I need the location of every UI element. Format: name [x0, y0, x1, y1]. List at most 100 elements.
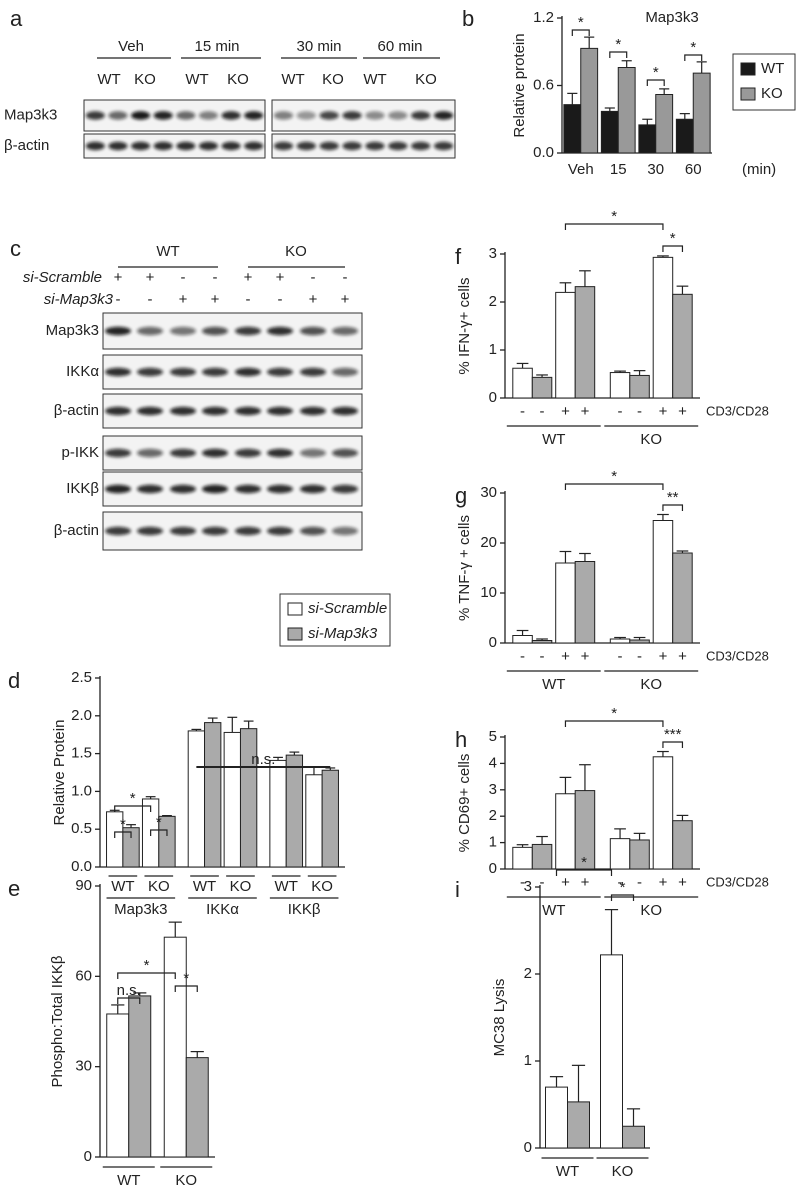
blot-band	[198, 141, 218, 151]
treatment-label: si-Scramble	[23, 269, 102, 286]
blot-band	[202, 448, 228, 458]
panel-label: c	[10, 236, 21, 261]
blot-band	[411, 111, 431, 120]
y-tick-label: 0	[84, 1148, 92, 1165]
treatment-sign: +	[561, 648, 570, 665]
blot-band	[235, 526, 261, 536]
y-tick-label: 1	[489, 341, 497, 358]
blot-band	[105, 406, 131, 416]
blot-band	[221, 111, 241, 120]
blot-band	[153, 111, 173, 120]
group-label: WT	[542, 431, 565, 448]
significance-bracket	[555, 869, 613, 876]
blot-band	[202, 367, 228, 377]
treatment-sign: +	[341, 291, 350, 308]
bar	[629, 639, 650, 644]
bar	[545, 1086, 568, 1149]
bar	[512, 635, 533, 644]
bar	[629, 839, 650, 870]
significance-bracket	[114, 805, 152, 812]
blot-band	[433, 141, 454, 151]
treatment-sign: -	[148, 291, 153, 308]
blot-band	[131, 141, 151, 151]
y-axis-label: % CD69+ cells	[456, 754, 473, 853]
bar	[600, 954, 623, 1149]
legend-swatch	[740, 62, 756, 76]
blot-band	[235, 406, 261, 416]
group-label: 30 min	[296, 38, 341, 55]
significance-bracket	[662, 245, 684, 252]
treatment-label: CD3/CD28	[706, 648, 769, 663]
genotype-label: KO	[322, 71, 344, 88]
genotype-label: WT	[97, 71, 120, 88]
bar	[672, 552, 693, 644]
y-tick-label: 2.0	[71, 707, 92, 724]
bar	[163, 936, 187, 1158]
bar	[269, 759, 287, 868]
significance-label: *	[581, 854, 587, 871]
treatment-sign: -	[116, 291, 121, 308]
blot-band	[105, 326, 131, 336]
bar	[672, 820, 693, 870]
panel-label: f	[455, 244, 462, 269]
x-tick-label: Veh	[568, 161, 594, 178]
treatment-sign: +	[114, 269, 123, 286]
x-tick-label: KO	[311, 878, 333, 895]
blot-band	[170, 526, 196, 536]
bar	[652, 256, 674, 399]
treatment-sign: -	[213, 269, 218, 286]
significance-bracket	[609, 51, 628, 58]
blot-band	[365, 141, 385, 151]
blot-band	[296, 141, 316, 151]
blot-band	[319, 111, 339, 120]
bar	[574, 790, 596, 870]
x-tick-label: 30	[647, 161, 664, 178]
significance-label: *	[653, 64, 659, 81]
row-label: Map3k3	[46, 322, 99, 339]
legend-label: si-Map3k3	[308, 625, 378, 642]
treatment-sign: +	[678, 648, 687, 665]
significance-label: *	[578, 14, 584, 31]
panel-label: g	[455, 483, 467, 508]
y-tick-label: 1	[524, 1052, 532, 1069]
legend-swatch	[287, 627, 303, 641]
genotype-label: WT	[363, 71, 386, 88]
significance-bracket	[117, 972, 176, 979]
significance-label: *	[144, 957, 150, 974]
blot-band	[332, 326, 358, 336]
group-label: WT	[542, 902, 565, 919]
blot-band	[105, 484, 131, 494]
blot-band	[137, 406, 163, 416]
x-axis-label: (min)	[742, 161, 776, 178]
bar	[655, 94, 674, 154]
legend-label: KO	[761, 85, 783, 102]
blot-band	[411, 141, 431, 151]
blot-band	[108, 141, 128, 151]
bar	[638, 124, 657, 154]
treatment-sign: +	[309, 291, 318, 308]
significance-label: **	[667, 489, 679, 506]
blot-band	[273, 141, 294, 151]
y-tick-label: 2.5	[71, 669, 92, 686]
x-tick-label: 15	[610, 161, 627, 178]
bar	[239, 728, 258, 868]
bar	[574, 561, 596, 644]
significance-label: *	[620, 879, 626, 896]
bar	[692, 72, 711, 154]
bar	[555, 291, 576, 399]
bar	[305, 774, 323, 868]
bar	[672, 293, 693, 399]
y-tick-label: 1.2	[533, 9, 554, 26]
blot-band	[296, 111, 316, 120]
genotype-label: KO	[134, 71, 156, 88]
blot-band	[131, 111, 151, 120]
bar	[675, 118, 694, 154]
bar	[609, 838, 631, 870]
y-tick-label: 2	[489, 293, 497, 310]
group-label: IKKβ	[288, 901, 321, 918]
y-tick-label: 2	[489, 807, 497, 824]
bar	[555, 793, 576, 870]
x-tick-label: 60	[685, 161, 702, 178]
bar	[204, 722, 222, 868]
blot-band	[137, 448, 163, 458]
